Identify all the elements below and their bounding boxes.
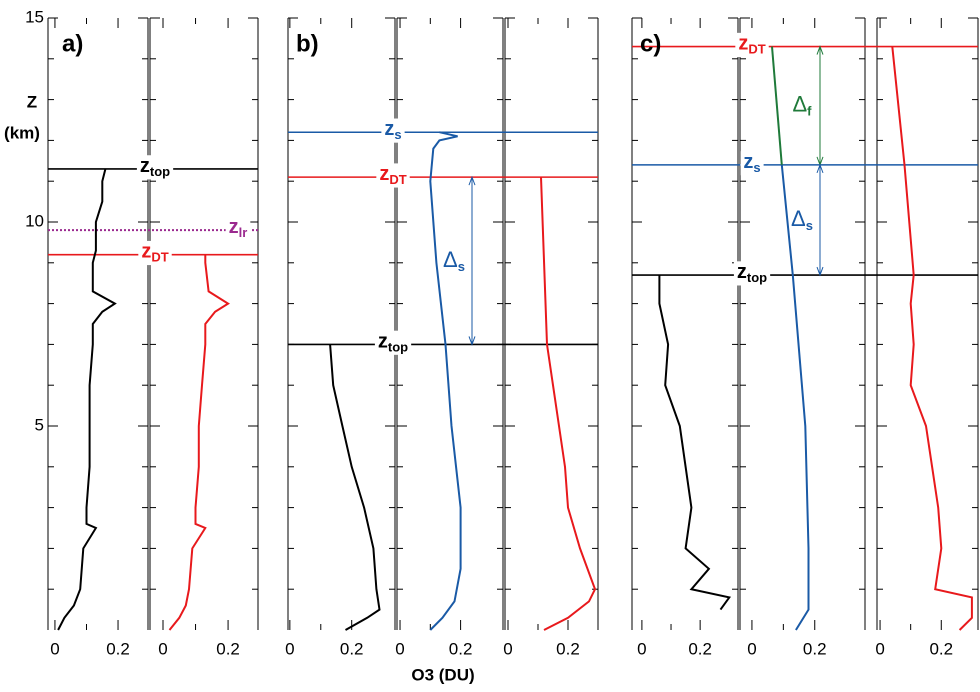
profile-line: [658, 275, 732, 611]
label-background: [735, 32, 769, 57]
label-sub: DT: [748, 42, 765, 57]
x-tick-label: 0.2: [688, 639, 712, 658]
label-sub: f: [807, 104, 812, 119]
label-base: Δ: [791, 206, 806, 231]
level-label: zDT: [376, 163, 410, 188]
profile-line: [540, 177, 597, 631]
x-tick-label: 0: [395, 639, 404, 658]
profile-line: [771, 46, 783, 165]
x-tick-label: 0: [747, 639, 756, 658]
arrow-label: Δf: [792, 92, 812, 120]
profile-line: [891, 46, 973, 631]
arrow-head: [816, 163, 824, 174]
profile-line: [57, 168, 117, 631]
x-tick-label: 0.2: [106, 639, 130, 658]
x-tick-label: 0.2: [216, 639, 240, 658]
label-sub: top: [150, 164, 170, 179]
level-label: zlr: [225, 216, 251, 241]
level-label-text: ztop: [737, 261, 767, 285]
level-label-text: ztop: [378, 331, 408, 355]
y-tick-label: 10: [25, 211, 44, 230]
label-base: z: [379, 163, 389, 185]
y-tick-label: 15: [25, 7, 44, 26]
arrow-head: [468, 175, 476, 186]
level-label-text: zs: [384, 119, 401, 143]
label-base: z: [738, 33, 748, 55]
y-tick-label: 5: [35, 415, 44, 434]
label-background: [740, 151, 764, 176]
label-background: [376, 163, 410, 188]
arrow-label: Δs: [791, 206, 813, 234]
x-tick-label: 0: [503, 639, 512, 658]
arrow-label-text: Δs: [443, 247, 465, 275]
arrow-head: [816, 266, 824, 277]
label-sub: DT: [389, 173, 406, 188]
label-sub: DT: [151, 250, 168, 265]
label-base: Δ: [792, 92, 807, 117]
x-tick-label: 0: [285, 639, 294, 658]
label-base: z: [140, 155, 150, 177]
x-tick-label: 0.2: [449, 639, 473, 658]
label-sub: s: [458, 259, 465, 274]
label-sub: s: [394, 128, 401, 143]
level-label-text: ztop: [140, 155, 170, 179]
arrow-head: [468, 336, 476, 346]
label-sub: s: [806, 218, 813, 233]
level-label-text: zDT: [141, 241, 168, 265]
profile-line: [329, 344, 381, 631]
x-tick-label: 0.2: [556, 639, 580, 658]
x-tick-label: 0: [875, 639, 884, 658]
x-tick-label: 0: [637, 639, 646, 658]
level-label: zs: [381, 118, 405, 143]
label-base: z: [384, 119, 394, 141]
level-label-text: zDT: [379, 163, 406, 187]
level-label: ztop: [733, 261, 771, 286]
profile-line: [429, 131, 462, 631]
label-base: z: [141, 241, 151, 263]
x-tick-label: 0.2: [929, 639, 953, 658]
label-background: [381, 118, 405, 143]
label-background: [374, 330, 412, 355]
profile-line: [780, 164, 810, 631]
label-base: z: [378, 331, 388, 353]
label-base: Δ: [443, 247, 458, 272]
level-label-text: zlr: [229, 216, 248, 240]
label-sub: lr: [239, 226, 248, 241]
level-label: ztop: [374, 330, 412, 355]
level-label-text: zDT: [738, 33, 765, 57]
arrow-head: [816, 45, 824, 55]
y-label: (km): [4, 123, 40, 142]
label-base: z: [229, 216, 239, 238]
label-background: [733, 261, 771, 286]
x-tick-label: 0.2: [803, 639, 827, 658]
panel-label: c): [640, 30, 661, 57]
panel-label: b): [296, 30, 319, 57]
profile-line: [168, 254, 230, 631]
arrow-label-text: Δf: [792, 92, 812, 120]
label-sub: s: [753, 160, 760, 175]
label-background: [138, 240, 172, 266]
label-base: z: [737, 261, 747, 283]
label-base: z: [743, 151, 753, 173]
arrow-label-text: Δs: [791, 206, 813, 234]
x-tick-label: 0: [158, 639, 167, 658]
level-label: zs: [740, 151, 764, 176]
x-tick-label: 0.2: [340, 639, 364, 658]
y-label: Z: [27, 92, 37, 111]
arrow-label: Δs: [443, 247, 465, 275]
label-sub: top: [747, 270, 767, 285]
label-background: [225, 216, 251, 241]
panel-label: a): [62, 30, 83, 57]
x-label: O3 (DU): [411, 665, 474, 684]
level-label-text: zs: [743, 151, 760, 175]
level-label: zDT: [138, 240, 172, 266]
level-label: zDT: [735, 32, 769, 57]
label-background: [136, 155, 174, 180]
level-label: ztop: [136, 155, 174, 180]
label-sub: top: [388, 340, 408, 355]
x-tick-label: 0: [50, 639, 59, 658]
